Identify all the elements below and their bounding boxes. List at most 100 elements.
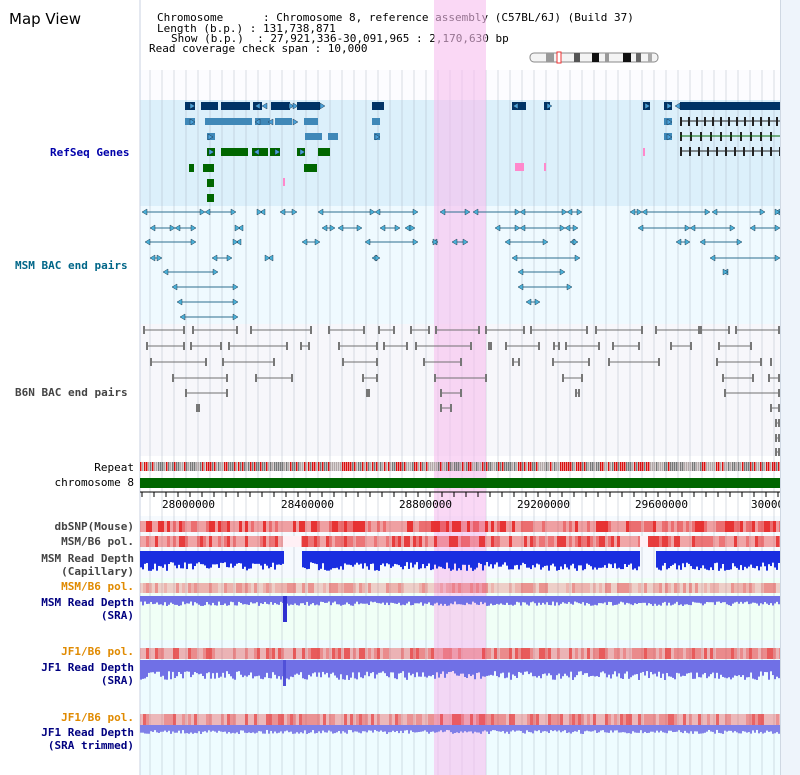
depth-bar <box>276 660 278 679</box>
depth-bar <box>738 551 740 570</box>
heat-cell <box>734 583 737 593</box>
heat-cell <box>365 648 368 659</box>
heat-cell <box>245 583 248 593</box>
heat-cell <box>206 714 209 725</box>
heat-cell <box>146 536 149 547</box>
chromosome-ideogram-icon[interactable] <box>528 51 662 65</box>
depth-bar <box>268 551 270 569</box>
depth-bar <box>624 551 626 565</box>
depth-bar <box>410 660 412 676</box>
depth-bar <box>770 551 772 567</box>
repeat-mark <box>156 462 158 471</box>
depth-bar <box>662 551 664 566</box>
depth-bar <box>506 725 508 732</box>
track-label-msm-b6-pol-2[interactable]: MSM/B6 pol. <box>61 580 134 593</box>
strand-arrow <box>504 238 511 246</box>
track-label-msm-b6-pol-1[interactable]: MSM/B6 pol. <box>61 535 134 548</box>
heat-cell <box>245 648 248 659</box>
gene-feature <box>512 102 526 110</box>
depth-bar <box>476 660 478 673</box>
depth-bar <box>272 596 274 605</box>
heat-cell <box>563 648 566 659</box>
depth-bar <box>434 596 436 604</box>
repeat-mark <box>490 462 492 471</box>
track-label-dbsnp[interactable]: dbSNP(Mouse) <box>54 520 134 533</box>
track-label-msm-depth-cap-sub[interactable]: (Capillary) <box>61 565 134 578</box>
depth-bar <box>244 725 246 733</box>
depth-bar <box>530 596 532 603</box>
depth-bar <box>408 725 410 734</box>
track-label-repeat[interactable]: Repeat <box>94 461 134 474</box>
depth-bar <box>646 660 648 672</box>
depth-bar <box>476 596 478 605</box>
heat-cell <box>485 714 488 725</box>
depth-bar <box>274 660 276 675</box>
depth-bar <box>398 551 400 566</box>
heat-cell <box>356 536 359 547</box>
heat-cell <box>599 648 602 659</box>
heat-cell <box>251 583 254 593</box>
track-label-jf1-depth-sub[interactable]: (SRA) <box>100 674 134 687</box>
heat-cell <box>347 536 350 547</box>
heat-cell <box>734 536 737 547</box>
depth-bar <box>724 660 726 678</box>
depth-bar <box>728 660 730 678</box>
heat-cell <box>452 648 455 659</box>
depth-bar <box>772 725 774 734</box>
bac-end <box>460 389 462 397</box>
repeat-mark <box>464 462 466 471</box>
repeat-mark <box>176 462 178 471</box>
heat-cell <box>644 521 647 532</box>
depth-bar <box>534 551 536 568</box>
heat-cell <box>728 714 731 725</box>
heat-cell <box>596 648 599 659</box>
track-label-jf1-b6-pol-1[interactable]: JF1/B6 pol. <box>61 645 134 658</box>
heat-cell <box>776 583 779 593</box>
track-label-refseq[interactable]: RefSeq Genes <box>50 146 130 159</box>
track-label-msm-depth-sra[interactable]: MSM Read Depth <box>41 596 134 609</box>
repeat-mark <box>292 462 294 471</box>
track-label-jf1-depth-trimmed-sub[interactable]: (SRA trimmed) <box>47 739 134 752</box>
heat-cell <box>671 536 674 547</box>
heat-cell <box>521 714 524 725</box>
depth-bar <box>358 596 360 605</box>
heat-cell <box>674 583 677 593</box>
heat-cell <box>704 536 707 547</box>
heat-cell <box>353 714 356 725</box>
depth-bar <box>254 725 256 734</box>
heat-cell <box>404 521 407 532</box>
heat-cell <box>203 648 206 659</box>
depth-bar <box>168 551 170 564</box>
depth-bar <box>430 660 432 677</box>
depth-bar <box>534 596 536 604</box>
depth-bar <box>394 551 396 564</box>
heat-cell <box>545 583 548 593</box>
track-label-jf1-depth[interactable]: JF1 Read Depth <box>41 661 134 674</box>
depth-bar <box>180 551 182 569</box>
track-label-msm-depth-cap[interactable]: MSM Read Depth <box>41 552 134 565</box>
heat-cell <box>248 714 251 725</box>
track-label-jf1-b6-pol-2[interactable]: JF1/B6 pol. <box>61 711 134 724</box>
depth-bar <box>550 725 552 731</box>
track-label-chromosome[interactable]: chromosome 8 <box>54 476 134 489</box>
track-label-msm-bac[interactable]: MSM BAC end pairs <box>15 259 128 272</box>
depth-bar <box>766 596 768 604</box>
heat-cell <box>455 714 458 725</box>
depth-bar <box>646 596 648 606</box>
heat-cell <box>668 714 671 725</box>
depth-bar <box>624 660 626 674</box>
heat-cell <box>311 521 314 532</box>
repeat-mark <box>748 462 750 471</box>
depth-bar <box>638 660 640 680</box>
heat-cell <box>521 536 524 547</box>
strand-arrow <box>144 238 151 246</box>
track-label-msm-depth-sra-sub[interactable]: (SRA) <box>100 609 134 622</box>
depth-bar <box>288 725 290 733</box>
heat-cell <box>398 648 401 659</box>
heat-cell <box>242 521 245 532</box>
vertical-scrollbar[interactable] <box>780 0 800 775</box>
depth-bar <box>726 660 728 679</box>
track-label-jf1-depth-trimmed[interactable]: JF1 Read Depth <box>41 726 134 739</box>
track-label-b6n-bac[interactable]: B6N BAC end pairs <box>15 386 128 399</box>
